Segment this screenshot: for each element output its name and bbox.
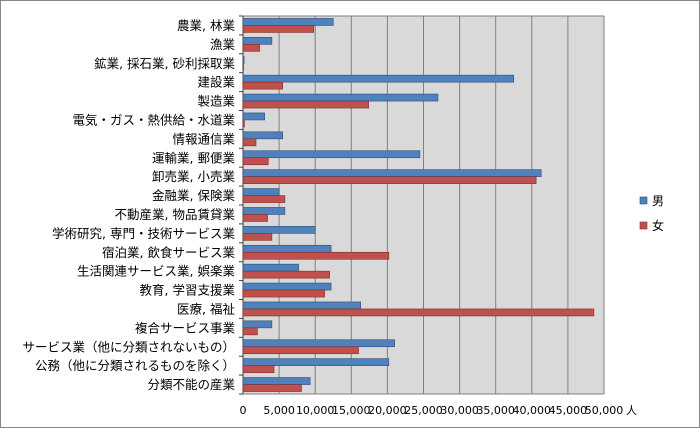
x-unit-label: 人 <box>626 404 637 417</box>
bar-female <box>242 157 269 166</box>
bar-female <box>242 384 302 392</box>
x-tick-label: 20,000 <box>368 404 407 417</box>
category-label: 卸売業, 小売業 <box>152 169 235 184</box>
bar-male <box>242 74 515 83</box>
category-label: 運輸業, 郵便業 <box>152 150 235 165</box>
category-label: 生活関連サービス業, 娯楽業 <box>77 264 235 279</box>
x-tick-label: 0 <box>240 404 247 417</box>
category-label: サービス業（他に分類されないもの） <box>22 339 235 354</box>
bar-male <box>242 282 332 291</box>
legend-label-male: 男 <box>652 194 664 208</box>
bar-male <box>242 301 361 310</box>
bar-male <box>242 55 245 64</box>
bar-male <box>242 207 286 215</box>
bar-female <box>242 251 390 260</box>
category-label: 建設業 <box>197 75 235 90</box>
category-label: 製造業 <box>197 94 235 109</box>
bar-female <box>242 346 359 355</box>
bar-female <box>242 289 325 298</box>
x-tick-label: 30,000 <box>440 404 479 417</box>
bar-male <box>242 377 311 385</box>
bar-male <box>242 226 316 234</box>
bar-female <box>242 100 369 109</box>
bar-female <box>242 25 315 33</box>
x-tick-label: 10,000 <box>296 404 335 417</box>
category-label: 宿泊業, 飲食サービス業 <box>102 245 235 260</box>
bar-female <box>242 176 537 184</box>
bar-female <box>242 81 284 90</box>
bar-female <box>242 308 595 317</box>
x-tick-label: 5,000 <box>263 404 295 417</box>
category-label: 情報通信業 <box>172 131 235 146</box>
bar-female <box>242 365 275 373</box>
bar-male <box>242 358 390 366</box>
x-tick-label: 15,000 <box>332 404 371 417</box>
category-label: 電気・ガス・熱供給・水道業 <box>72 112 235 127</box>
bar-female <box>242 119 245 128</box>
x-tick-label: 50,000 <box>585 404 624 417</box>
category-label: 分類不能の産業 <box>147 377 235 392</box>
legend-swatch-female <box>639 221 648 230</box>
bar-female <box>242 138 257 147</box>
x-tick-label: 25,000 <box>404 404 443 417</box>
bar-male <box>242 320 273 329</box>
category-label: 複合サービス事業 <box>135 320 236 335</box>
category-label: 公務（他に分類されるものを除く） <box>35 358 235 373</box>
x-tick-label: 35,000 <box>476 404 515 417</box>
category-label: 鉱業, 採石業, 砂利採取業 <box>94 56 235 71</box>
bar-female <box>242 233 273 241</box>
bar-male <box>242 244 332 253</box>
bar-male <box>242 169 542 177</box>
category-label: 教育, 学習支援業 <box>140 283 236 298</box>
bar-female <box>242 270 330 279</box>
bar-male <box>242 131 284 140</box>
category-label: 学術研究, 専門・技術サービス業 <box>52 226 235 241</box>
bar-female <box>242 327 258 336</box>
legend-label-female: 女 <box>652 218 664 233</box>
category-label: 金融業, 保険業 <box>152 188 235 203</box>
category-label: 農業, 林業 <box>177 18 235 33</box>
bar-male <box>242 150 421 159</box>
category-label: 漁業 <box>210 37 236 52</box>
legend-swatch-male <box>639 196 648 205</box>
bar-male <box>242 93 439 102</box>
bar-male <box>242 188 280 196</box>
bar-female <box>242 195 286 203</box>
x-tick-label: 40,000 <box>513 404 552 417</box>
bar-male <box>242 37 273 45</box>
bar-male <box>242 339 395 348</box>
category-label: 不動産業, 物品賃貸業 <box>115 207 236 222</box>
bar-male <box>242 112 265 121</box>
x-tick-label: 45,000 <box>549 404 588 417</box>
bar-female <box>242 214 268 222</box>
bar-male <box>242 263 299 272</box>
category-label: 医療, 福祉 <box>177 301 235 316</box>
bar-female <box>242 62 244 71</box>
bar-male <box>242 18 334 26</box>
bar-female <box>242 44 260 52</box>
